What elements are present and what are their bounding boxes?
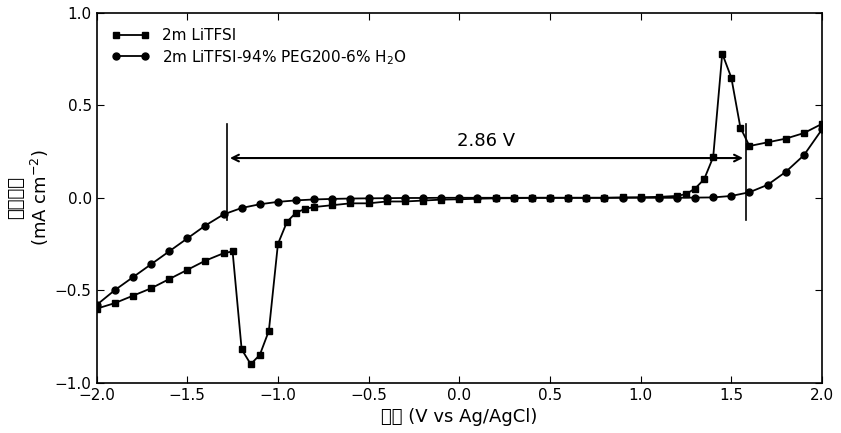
2m LiTFSI xyxy=(282,219,292,224)
2m LiTFSI-94% PEG200-6% H$_2$O xyxy=(727,194,737,199)
2m LiTFSI xyxy=(418,198,428,203)
2m LiTFSI-94% PEG200-6% H$_2$O xyxy=(255,202,265,207)
Text: 2.86 V: 2.86 V xyxy=(458,132,516,150)
2m LiTFSI-94% PEG200-6% H$_2$O xyxy=(327,196,337,201)
2m LiTFSI-94% PEG200-6% H$_2$O xyxy=(563,195,573,200)
2m LiTFSI xyxy=(228,249,238,254)
2m LiTFSI xyxy=(727,75,737,80)
2m LiTFSI-94% PEG200-6% H$_2$O xyxy=(690,195,700,200)
2m LiTFSI-94% PEG200-6% H$_2$O xyxy=(382,196,392,201)
2m LiTFSI xyxy=(109,301,119,306)
2m LiTFSI-94% PEG200-6% H$_2$O xyxy=(418,195,428,200)
2m LiTFSI xyxy=(309,204,320,210)
2m LiTFSI xyxy=(146,286,156,291)
2m LiTFSI-94% PEG200-6% H$_2$O xyxy=(363,196,373,201)
Line: 2m LiTFSI-94% PEG200-6% H$_2$O: 2m LiTFSI-94% PEG200-6% H$_2$O xyxy=(93,126,826,308)
2m LiTFSI xyxy=(708,155,718,160)
2m LiTFSI xyxy=(219,251,229,256)
2m LiTFSI-94% PEG200-6% H$_2$O xyxy=(346,196,356,201)
2m LiTFSI xyxy=(653,194,664,200)
2m LiTFSI-94% PEG200-6% H$_2$O xyxy=(617,195,627,200)
2m LiTFSI-94% PEG200-6% H$_2$O xyxy=(526,195,537,200)
2m LiTFSI xyxy=(763,140,773,145)
2m LiTFSI xyxy=(509,196,519,201)
2m LiTFSI-94% PEG200-6% H$_2$O xyxy=(219,212,229,217)
X-axis label: 电压 (V vs Ag/AgCl): 电压 (V vs Ag/AgCl) xyxy=(381,408,537,426)
2m LiTFSI xyxy=(735,125,745,130)
2m LiTFSI xyxy=(291,210,301,215)
2m LiTFSI-94% PEG200-6% H$_2$O xyxy=(236,205,246,210)
2m LiTFSI-94% PEG200-6% H$_2$O xyxy=(509,195,519,200)
Legend: 2m LiTFSI, 2m LiTFSI-94% PEG200-6% H$_2$O: 2m LiTFSI, 2m LiTFSI-94% PEG200-6% H$_2$… xyxy=(104,21,415,74)
2m LiTFSI-94% PEG200-6% H$_2$O xyxy=(763,182,773,187)
2m LiTFSI-94% PEG200-6% H$_2$O xyxy=(708,195,718,200)
2m LiTFSI xyxy=(236,347,246,352)
2m LiTFSI xyxy=(200,258,210,263)
2m LiTFSI xyxy=(92,306,102,311)
2m LiTFSI xyxy=(780,136,791,141)
2m LiTFSI xyxy=(246,362,256,367)
2m LiTFSI-94% PEG200-6% H$_2$O xyxy=(182,236,193,241)
2m LiTFSI-94% PEG200-6% H$_2$O xyxy=(436,195,447,200)
2m LiTFSI-94% PEG200-6% H$_2$O xyxy=(744,190,754,195)
2m LiTFSI xyxy=(272,242,283,247)
2m LiTFSI-94% PEG200-6% H$_2$O xyxy=(200,223,210,228)
2m LiTFSI xyxy=(164,277,174,282)
2m LiTFSI-94% PEG200-6% H$_2$O xyxy=(817,127,827,132)
Line: 2m LiTFSI: 2m LiTFSI xyxy=(93,50,826,368)
2m LiTFSI xyxy=(699,177,709,182)
2m LiTFSI xyxy=(264,328,274,333)
2m LiTFSI xyxy=(490,196,500,201)
2m LiTFSI xyxy=(600,195,610,200)
2m LiTFSI-94% PEG200-6% H$_2$O xyxy=(636,195,646,200)
2m LiTFSI xyxy=(672,194,682,199)
2m LiTFSI xyxy=(436,197,447,202)
2m LiTFSI xyxy=(454,197,464,202)
2m LiTFSI xyxy=(744,143,754,149)
2m LiTFSI xyxy=(399,199,410,204)
2m LiTFSI-94% PEG200-6% H$_2$O xyxy=(473,195,483,200)
2m LiTFSI xyxy=(346,201,356,206)
2m LiTFSI xyxy=(255,352,265,358)
2m LiTFSI-94% PEG200-6% H$_2$O xyxy=(109,288,119,293)
2m LiTFSI xyxy=(581,195,591,200)
2m LiTFSI xyxy=(363,201,373,206)
2m LiTFSI xyxy=(473,196,483,201)
2m LiTFSI xyxy=(817,121,827,126)
2m LiTFSI-94% PEG200-6% H$_2$O xyxy=(672,195,682,200)
2m LiTFSI xyxy=(717,51,727,56)
2m LiTFSI xyxy=(327,203,337,208)
2m LiTFSI xyxy=(563,195,573,200)
2m LiTFSI xyxy=(690,186,700,191)
2m LiTFSI xyxy=(128,293,138,298)
2m LiTFSI xyxy=(799,130,809,136)
2m LiTFSI-94% PEG200-6% H$_2$O xyxy=(581,195,591,200)
2m LiTFSI-94% PEG200-6% H$_2$O xyxy=(600,195,610,200)
2m LiTFSI xyxy=(617,195,627,200)
2m LiTFSI xyxy=(182,267,193,272)
2m LiTFSI-94% PEG200-6% H$_2$O xyxy=(454,195,464,200)
2m LiTFSI-94% PEG200-6% H$_2$O xyxy=(309,197,320,202)
2m LiTFSI xyxy=(526,195,537,200)
2m LiTFSI-94% PEG200-6% H$_2$O xyxy=(291,198,301,203)
2m LiTFSI-94% PEG200-6% H$_2$O xyxy=(545,195,555,200)
2m LiTFSI-94% PEG200-6% H$_2$O xyxy=(272,199,283,204)
2m LiTFSI-94% PEG200-6% H$_2$O xyxy=(799,153,809,158)
2m LiTFSI xyxy=(681,191,691,197)
2m LiTFSI xyxy=(545,195,555,200)
2m LiTFSI-94% PEG200-6% H$_2$O xyxy=(92,302,102,307)
2m LiTFSI-94% PEG200-6% H$_2$O xyxy=(146,262,156,267)
2m LiTFSI-94% PEG200-6% H$_2$O xyxy=(780,169,791,174)
2m LiTFSI-94% PEG200-6% H$_2$O xyxy=(164,249,174,254)
2m LiTFSI xyxy=(636,195,646,200)
2m LiTFSI xyxy=(382,199,392,204)
2m LiTFSI-94% PEG200-6% H$_2$O xyxy=(399,195,410,200)
2m LiTFSI-94% PEG200-6% H$_2$O xyxy=(490,195,500,200)
2m LiTFSI-94% PEG200-6% H$_2$O xyxy=(128,275,138,280)
2m LiTFSI-94% PEG200-6% H$_2$O xyxy=(653,195,664,200)
Y-axis label: 电流密度
(mA cm$^{-2}$): 电流密度 (mA cm$^{-2}$) xyxy=(7,149,50,246)
2m LiTFSI xyxy=(300,206,310,211)
